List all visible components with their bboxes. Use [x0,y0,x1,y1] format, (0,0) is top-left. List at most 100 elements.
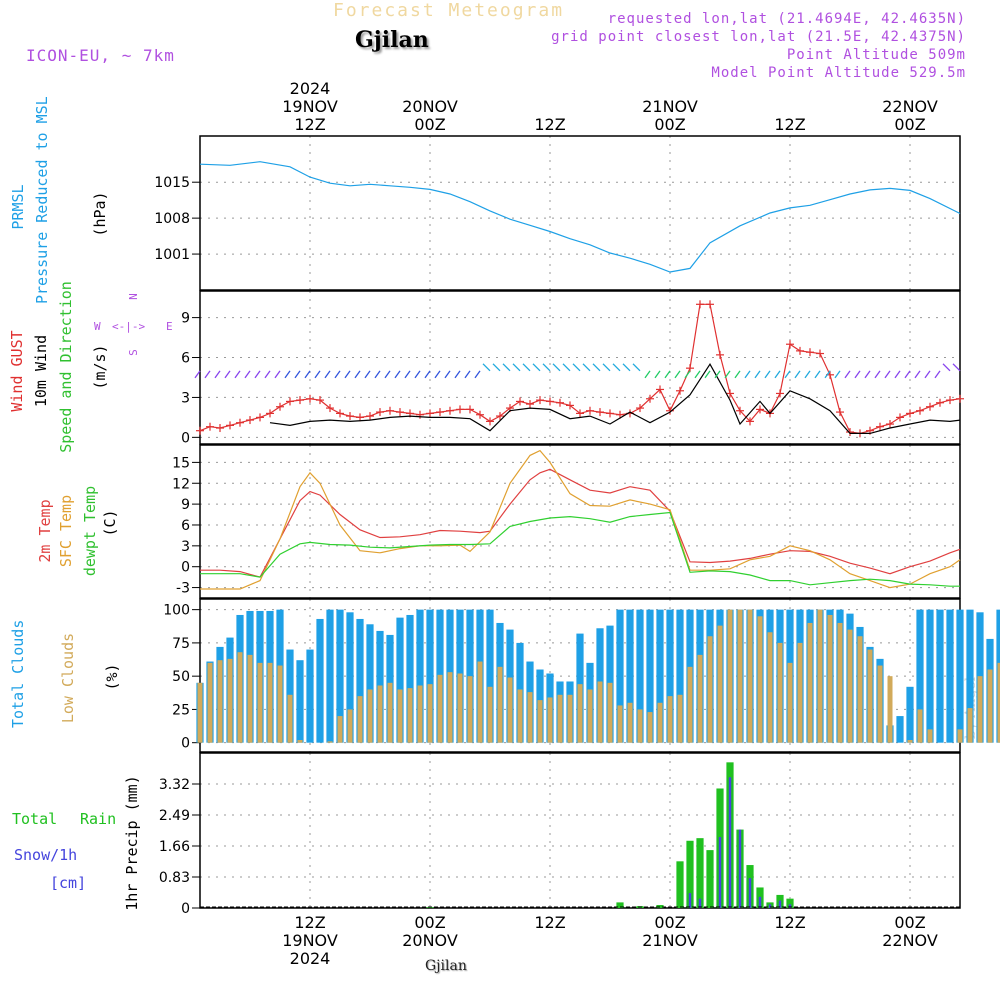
low-cloud-bar [627,702,633,743]
snow-bar [698,898,702,908]
low-cloud-bar [477,661,483,743]
low-cloud-bar [387,682,393,743]
low-cloud-bar [437,674,443,743]
time-label-bottom: 21NOV [642,931,698,950]
total-cloud-bar [346,612,354,743]
wind-direction-arrow [334,370,341,379]
low-cloud-bar [667,696,673,743]
point-altitude: Point Altitude 509m [786,47,966,63]
wind-direction-arrow [754,370,761,379]
rain-bar [686,840,694,908]
wind-direction-arrow [704,370,711,379]
wind-direction-arrow [664,370,671,379]
wind-direction-arrow [784,370,791,379]
low-cloud-bar [237,652,243,743]
low-cloud-bar [517,689,523,743]
wind-direction-arrow [644,370,651,379]
low-cloud-bar [197,682,203,743]
low-cloud-bar [677,694,683,743]
tdew-line [200,511,960,587]
total-cloud-bar [486,609,494,743]
wind-direction-arrow [844,370,851,379]
wind-direction-arrow [542,363,551,372]
total-cloud-bar [956,609,964,743]
wind-direction-arrow [512,363,521,372]
ytick-label-temp: 12 [172,476,190,492]
ytick-label-temp: 0 [181,560,190,576]
time-label-top: 2024 [290,79,331,98]
tsfc-line [200,449,961,590]
low-cloud-bar [737,609,743,743]
wind-direction-arrow [764,370,771,379]
low-cloud-bar [967,708,973,743]
low-cloud-bar [257,662,263,743]
snow-bar [738,829,742,908]
low-cloud-bar [797,642,803,743]
low-cloud-bar [587,689,593,743]
low-cloud-bar [697,654,703,743]
wind-direction-arrow [904,370,911,379]
ytick-label-temp: 15 [172,455,190,471]
total-cloud-bar [676,609,684,743]
low-cloud-bar [417,685,423,743]
rain-bar [706,850,714,908]
ytick-label-pressure: 1001 [154,247,190,263]
ytick-label-clouds: 100 [163,603,190,619]
time-label-top: 12Z [294,115,325,134]
ytick-label-clouds: 75 [172,636,190,652]
low-cloud-bar [817,609,823,743]
wind-direction-arrow [794,370,801,379]
wind-direction-arrow [224,370,231,379]
wind-direction-arrow [592,363,601,372]
total-cloud-bar [666,609,674,743]
wind-direction-arrow [414,370,421,379]
low-cloud-bar [277,665,283,743]
panel-frame-pressure [199,135,961,291]
time-label-top: 22NOV [882,97,938,116]
ytick-label-precip: 1.66 [159,839,190,855]
low-cloud-bar [207,662,213,743]
low-cloud-bar [647,712,653,743]
wind-direction-arrow [552,363,561,372]
total-cloud-bar [616,609,624,743]
wind-direction-arrow [264,370,271,379]
low-cloud-bar [337,716,343,743]
total-label: Total [12,810,58,828]
ytick-label-wind: 9 [181,311,190,327]
low-cloud-bar [407,688,413,743]
low-cloud-bar [847,629,853,743]
location-title: Gjilan [355,27,429,53]
low-cloud-bar [357,696,363,743]
total-cloud-bar [306,649,314,743]
compass-arrows: <-|-> [112,320,146,333]
total-cloud-bar [626,609,634,743]
wind-direction-arrow [942,363,951,372]
wind-direction-arrow [284,370,291,379]
low-cloud-bar [927,729,933,743]
wind-direction-arrow [532,363,541,372]
low-cloud-bar [637,709,643,743]
total-cloud-bar [426,609,434,743]
panel-frame-temp [199,444,961,599]
low-cloud-bar [997,662,1000,743]
snow-bar [718,837,722,908]
wind-direction-arrow [204,370,211,379]
time-label-top: 00Z [654,115,685,134]
wind-direction-arrow [602,363,611,372]
footer-location: Gjilan [425,958,467,974]
time-label-bottom: 19NOV [282,931,338,950]
total-cloud-bar [316,618,324,743]
wind-direction-arrow [384,370,391,379]
wind-direction-arrow [254,370,261,379]
low-cloud-bar [807,622,813,743]
total-cloud-bar [326,609,334,743]
low-cloud-bar [747,609,753,743]
wind-direction-arrow [324,370,331,379]
pressure-line [199,161,961,273]
low-cloud-bar [297,740,303,743]
wind-direction-arrow [874,370,881,379]
ytick-label-precip: 3.32 [159,777,190,793]
wind-direction-arrow [622,363,631,372]
total-cloud-bar [646,609,654,743]
